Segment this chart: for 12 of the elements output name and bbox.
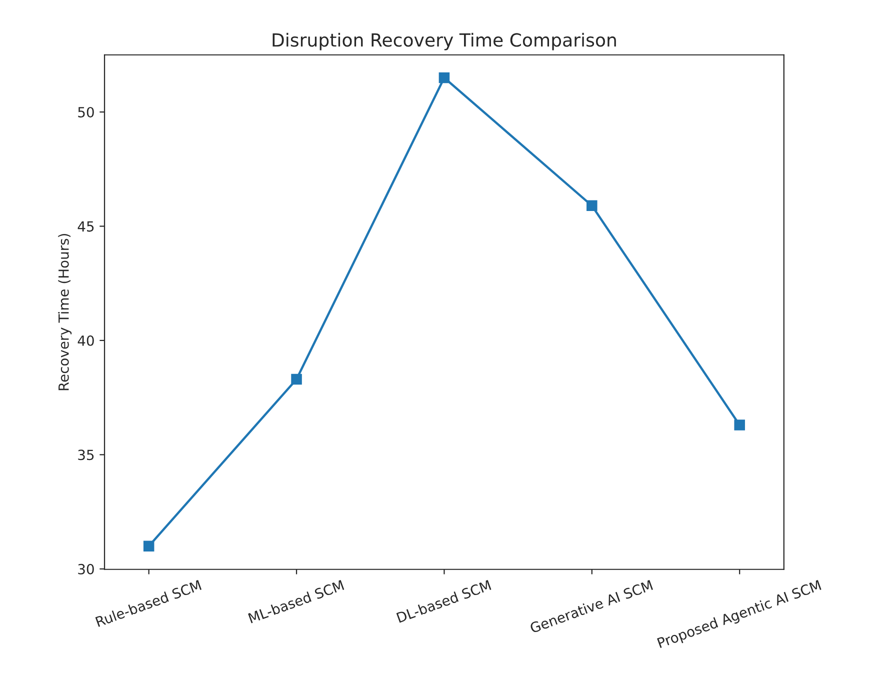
y-tick-label: 45 bbox=[78, 221, 94, 232]
point bbox=[734, 420, 745, 430]
y-tick-label: 40 bbox=[78, 335, 94, 346]
point bbox=[586, 200, 598, 212]
point bbox=[291, 374, 302, 385]
point bbox=[438, 72, 450, 84]
y-tick-label: 50 bbox=[78, 106, 94, 118]
y-tick-label: 35 bbox=[78, 450, 94, 460]
chart-title: Disruption Recovery Time Comparison bbox=[272, 32, 616, 50]
y-tick-label: 30 bbox=[78, 564, 94, 574]
y-axis-title: Recovery Time (Hours) bbox=[58, 234, 72, 390]
point bbox=[143, 540, 154, 552]
